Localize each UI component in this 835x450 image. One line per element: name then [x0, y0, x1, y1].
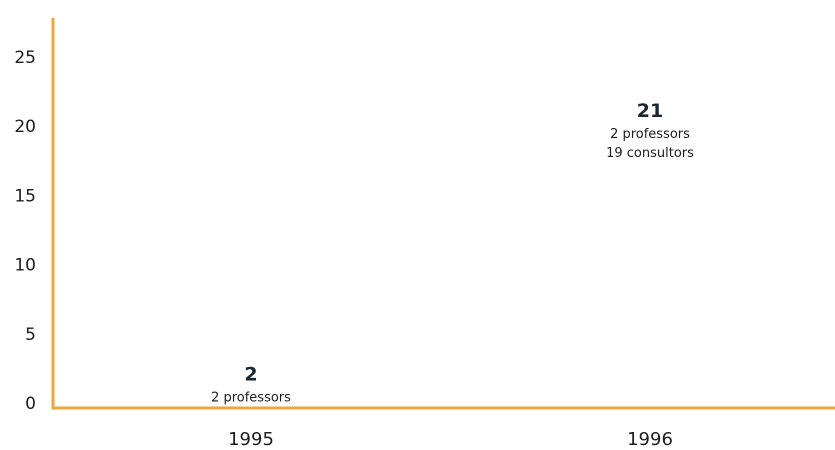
y-tick-label: 10: [14, 256, 36, 276]
y-tick-label: 25: [14, 48, 36, 68]
data-annotation: 2 professors: [211, 390, 291, 405]
x-axis-ticks: 1995 1996: [228, 429, 673, 450]
data-annotation: 19 consultors: [606, 146, 694, 161]
y-tick-label: 15: [14, 186, 36, 206]
axes: [51, 18, 835, 410]
y-axis-ticks: 0 5 10 15 20 25: [14, 48, 36, 414]
data-value-label: 21: [637, 100, 663, 122]
x-tick-label: 1996: [627, 429, 673, 450]
data-annotation: 2 professors: [610, 127, 690, 142]
data-value-label: 2: [244, 363, 257, 385]
y-tick-label: 0: [25, 394, 36, 414]
x-tick-label: 1995: [228, 429, 274, 450]
data-labels: 2 2 professors 21 2 professors 19 consultors: [211, 100, 694, 405]
y-tick-label: 5: [25, 325, 36, 345]
y-tick-label: 20: [14, 117, 36, 137]
